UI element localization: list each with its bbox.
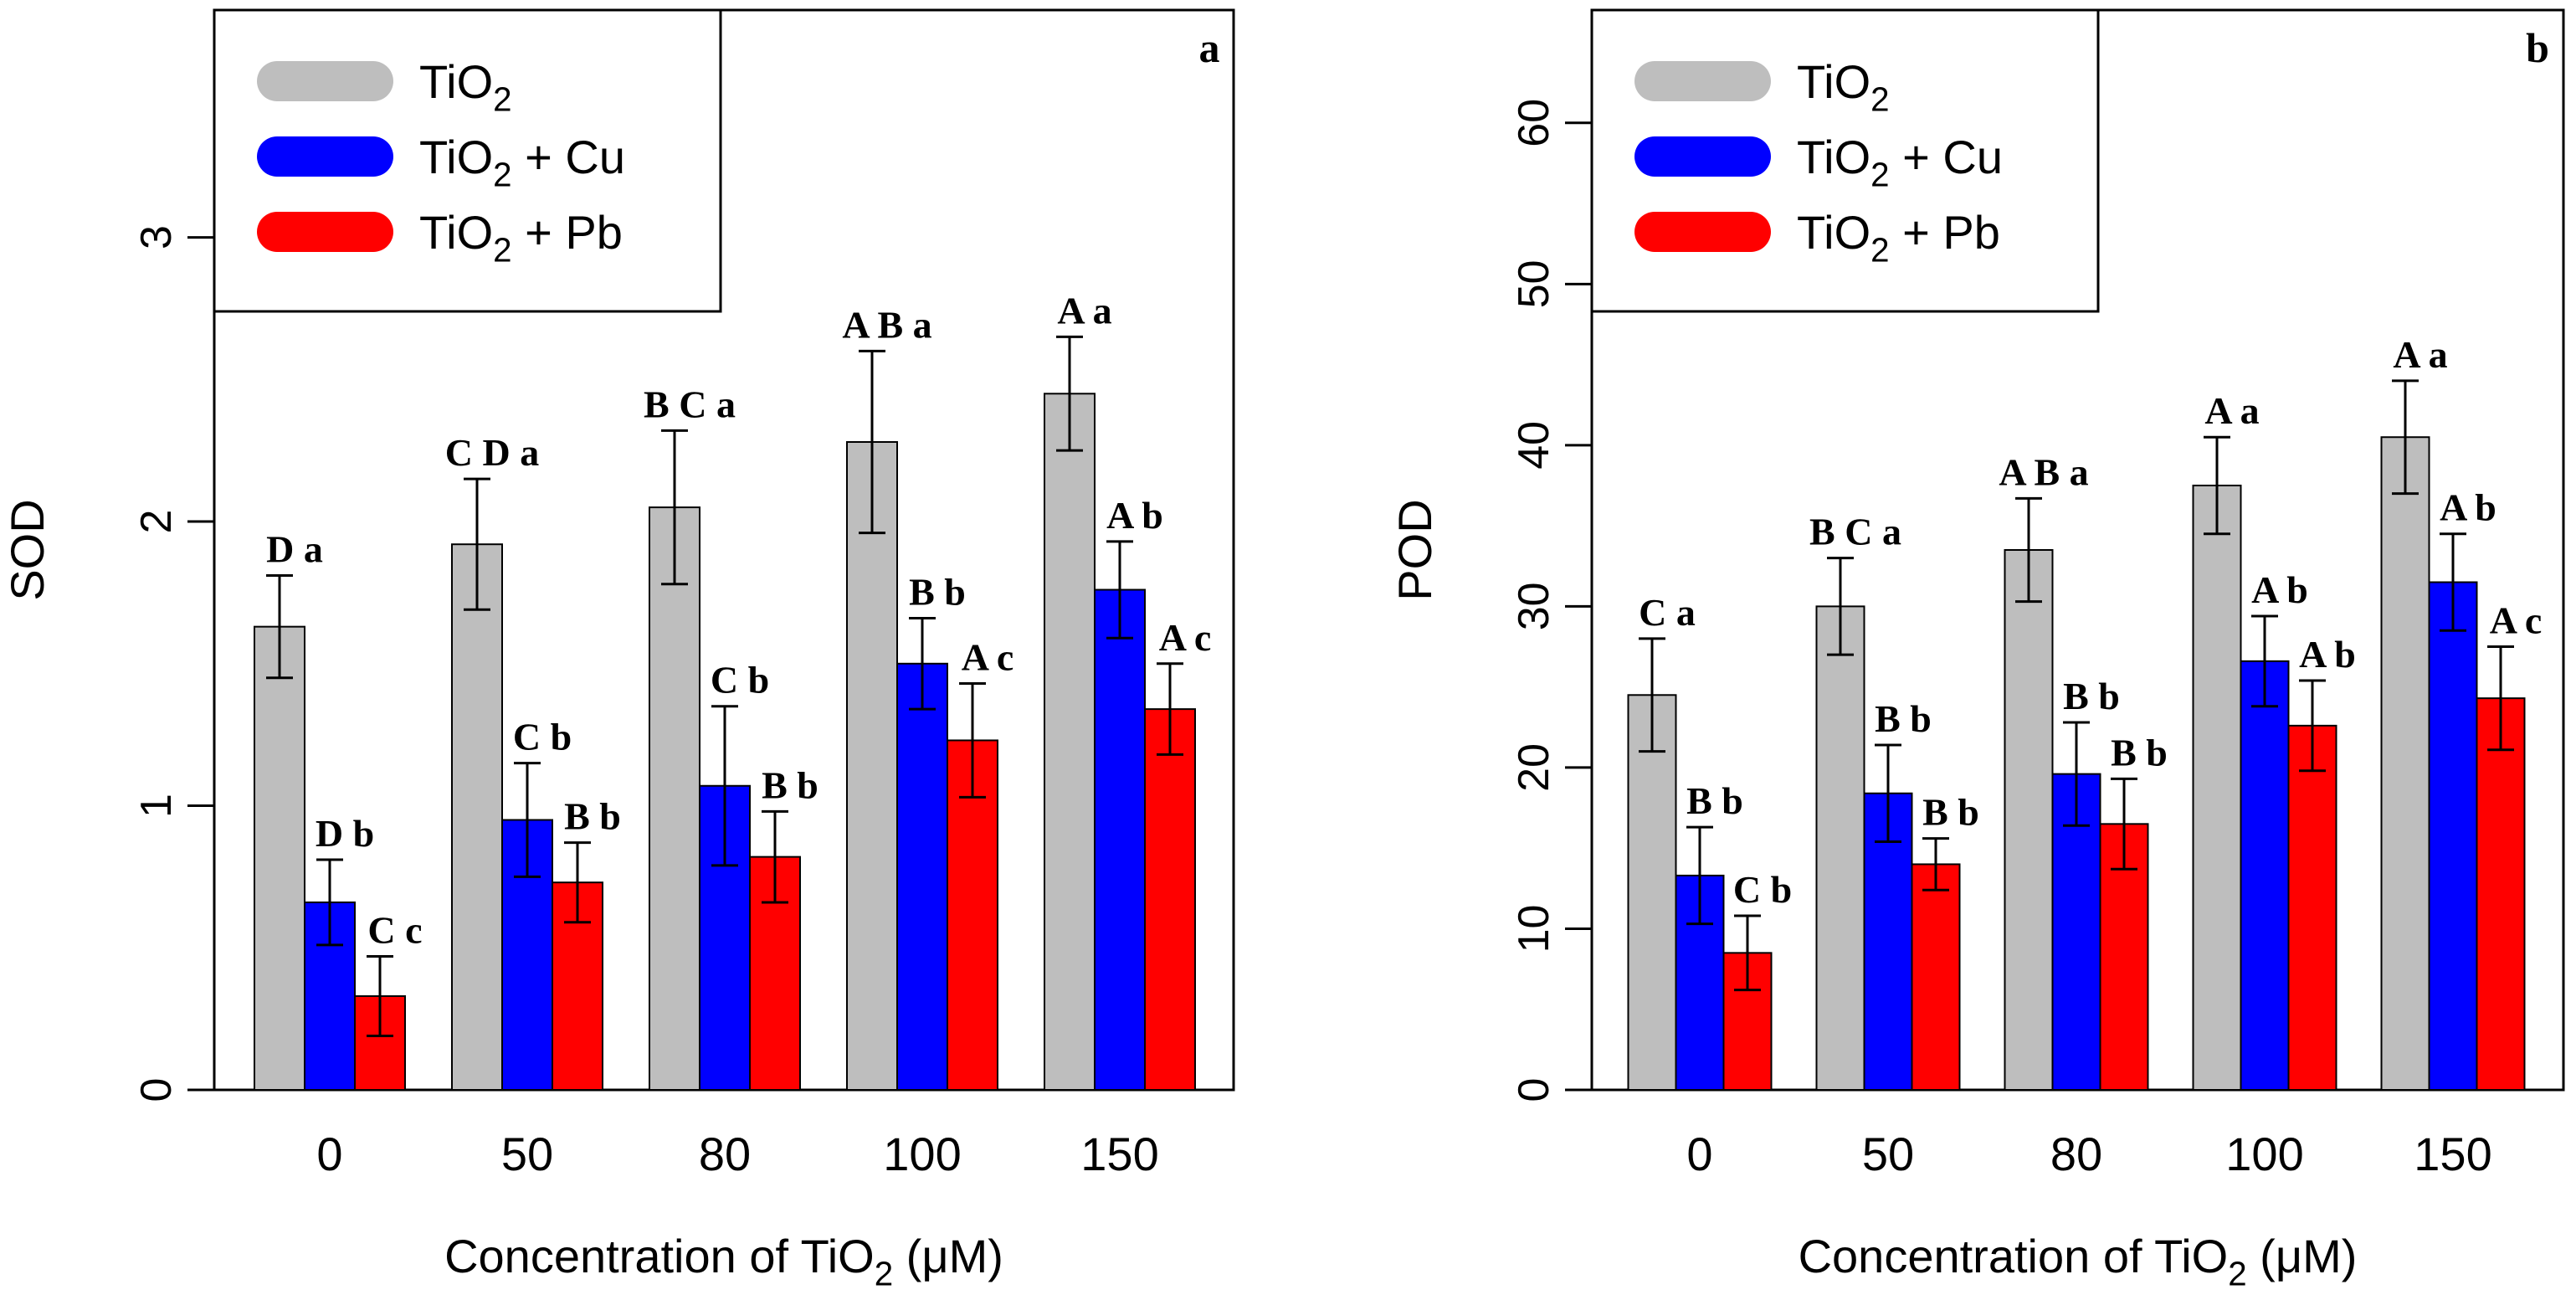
legend-label: TiO2 + Pb — [419, 206, 623, 270]
significance-label: D a — [266, 528, 323, 571]
significance-label: C a — [1639, 591, 1696, 634]
legend-label: TiO2 + Pb — [1797, 206, 2000, 270]
bar — [2192, 484, 2242, 1091]
bar — [1144, 708, 1196, 1092]
bar — [2380, 436, 2430, 1091]
x-tick-label: 50 — [1862, 1128, 1914, 1180]
bar — [2476, 697, 2526, 1091]
significance-label: C D a — [445, 431, 539, 474]
significance-label: B b — [2111, 731, 2168, 773]
bar — [1911, 863, 1961, 1091]
x-tick-label: 100 — [883, 1128, 961, 1180]
bar — [1627, 694, 1677, 1091]
bar — [649, 506, 700, 1091]
significance-label: B b — [2063, 675, 2120, 717]
x-tick-label: 80 — [2050, 1128, 2102, 1180]
y-tick-label: 1 — [132, 794, 181, 818]
bar — [2004, 549, 2054, 1091]
y-tick-label: 0 — [132, 1078, 181, 1102]
y-tick-label: 20 — [1510, 743, 1558, 792]
significance-label: C b — [1733, 868, 1792, 911]
bar — [846, 441, 898, 1091]
significance-label: A b — [2440, 486, 2496, 529]
legend-label: TiO2 — [1797, 55, 1890, 119]
significance-label: A c — [962, 636, 1014, 679]
bar — [2428, 581, 2478, 1091]
y-axis-label: POD — [1388, 499, 1441, 600]
x-axis-label: Concentration of TiO2 (μM) — [1799, 1230, 2358, 1293]
significance-label: B b — [762, 763, 818, 806]
significance-label: A a — [2393, 333, 2447, 376]
x-tick-label: 80 — [699, 1128, 751, 1180]
x-tick-label: 0 — [1686, 1128, 1712, 1180]
bar — [2240, 660, 2290, 1091]
x-tick-label: 0 — [316, 1128, 342, 1180]
significance-label: C b — [711, 659, 769, 701]
y-tick-label: 10 — [1510, 905, 1558, 953]
significance-label: A c — [1159, 616, 1212, 659]
significance-label: D b — [316, 812, 374, 855]
panel-label: b — [2526, 24, 2549, 71]
significance-label: A a — [1057, 289, 1111, 331]
legend-label: TiO2 + Cu — [419, 131, 625, 194]
bar — [1094, 588, 1146, 1091]
significance-label: B b — [909, 570, 966, 613]
legend-label: TiO2 — [419, 55, 512, 119]
y-tick-label: 2 — [132, 510, 181, 534]
significance-label: A c — [2490, 599, 2543, 642]
significance-label: A B a — [842, 303, 931, 346]
significance-label: A B a — [1999, 450, 2088, 493]
chart-panel-a: 0 1 2 3 SOD D a D b C c 0 C D a C b B b 50 B C a C b B … — [1, 8, 1235, 1293]
significance-label: B b — [1686, 779, 1743, 822]
bar — [2287, 724, 2337, 1091]
x-tick-label: 150 — [1080, 1128, 1158, 1180]
significance-label: B b — [1922, 791, 1979, 834]
bar — [451, 543, 503, 1091]
x-tick-label: 50 — [501, 1128, 553, 1180]
significance-label: B b — [1875, 697, 1932, 740]
significance-label: A a — [2204, 389, 2259, 432]
x-tick-label: 150 — [2414, 1128, 2491, 1180]
y-axis-label: SOD — [1, 499, 54, 600]
significance-label: B C a — [1809, 511, 1901, 553]
bar — [1044, 393, 1096, 1091]
y-tick-label: 40 — [1510, 421, 1558, 470]
significance-label: A b — [2251, 568, 2308, 611]
significance-label: A b — [2299, 633, 2356, 676]
y-tick-label: 0 — [1510, 1078, 1558, 1102]
significance-label: B b — [564, 795, 621, 838]
bar — [254, 625, 305, 1091]
y-tick-label: 60 — [1510, 99, 1558, 147]
significance-label: C c — [367, 908, 422, 951]
significance-label: B C a — [644, 383, 736, 425]
y-tick-label: 30 — [1510, 582, 1558, 630]
panel-label: a — [1199, 24, 1220, 71]
y-tick-label: 3 — [132, 225, 181, 249]
chart-panel-b: 0 10 20 30 40 50 60 POD C a B b C b 0 B C a B b B b 50 A… — [1388, 8, 2565, 1293]
bar — [896, 662, 948, 1092]
legend-label: TiO2 + Cu — [1797, 131, 2003, 194]
y-tick-label: 50 — [1510, 259, 1558, 308]
significance-label: A b — [1106, 494, 1163, 537]
significance-label: C b — [513, 716, 572, 758]
x-axis-label: Concentration of TiO2 (μM) — [444, 1230, 1003, 1293]
legend: TiO2 TiO2 + Cu TiO2 + Pb — [1590, 8, 2100, 313]
legend: TiO2 TiO2 + Cu TiO2 + Pb — [213, 8, 722, 313]
x-tick-label: 100 — [2225, 1128, 2303, 1180]
bar — [1815, 605, 1865, 1091]
